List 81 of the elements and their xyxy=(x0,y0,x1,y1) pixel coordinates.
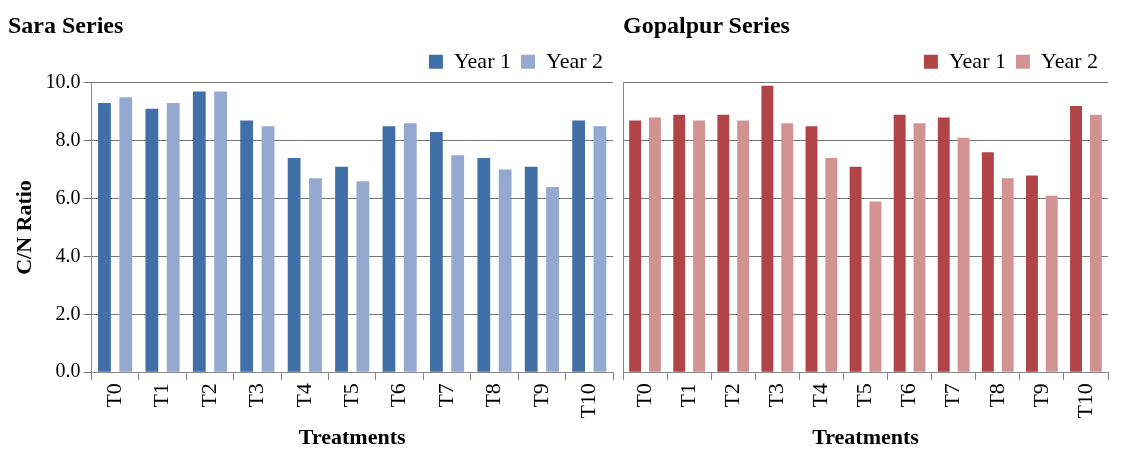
bar xyxy=(546,186,559,372)
bar xyxy=(717,114,730,372)
x-tick-label: T8 xyxy=(983,383,1009,408)
bar xyxy=(572,120,586,372)
x-tick-label: T7 xyxy=(432,383,458,408)
x-tick-label: T8 xyxy=(480,383,506,408)
bar xyxy=(825,158,838,372)
bar xyxy=(356,181,370,372)
bar xyxy=(451,155,465,372)
bar xyxy=(629,120,642,372)
y-tick-label: 2.0 xyxy=(55,301,81,324)
x-axis-title: Treatments xyxy=(298,424,406,450)
bar xyxy=(957,137,970,372)
bar xyxy=(761,85,774,372)
bar xyxy=(981,152,994,372)
x-tick-label: T3 xyxy=(243,383,269,408)
bar xyxy=(1070,105,1082,372)
bar xyxy=(893,114,906,372)
bar xyxy=(119,97,133,372)
bar xyxy=(781,123,794,372)
x-tick-label: T10 xyxy=(575,383,601,419)
chart-title: Sara Series xyxy=(8,11,124,38)
bar xyxy=(335,166,348,372)
bar xyxy=(593,126,607,372)
bar xyxy=(693,120,706,372)
bar xyxy=(240,120,254,372)
x-tick-label: T4 xyxy=(807,383,833,408)
bar xyxy=(403,123,417,372)
x-tick-label: T2 xyxy=(195,383,221,408)
x-tick-label: T6 xyxy=(895,383,921,408)
bar xyxy=(524,166,538,372)
legend-label: Year 2 xyxy=(545,47,604,73)
y-tick-label: 8.0 xyxy=(55,127,81,150)
x-tick-label: T7 xyxy=(939,383,965,408)
legend-label: Year 2 xyxy=(1040,47,1099,73)
x-tick-label: T4 xyxy=(290,383,316,408)
bar xyxy=(309,178,322,372)
bar xyxy=(287,158,301,372)
bar xyxy=(1025,175,1038,372)
x-tick-label: T9 xyxy=(1027,383,1053,408)
x-tick-label: T1 xyxy=(148,383,174,408)
chart-title: Gopalpur Series xyxy=(623,11,790,38)
x-axis-title: Treatments xyxy=(812,424,920,450)
bar xyxy=(1001,178,1014,372)
bar xyxy=(913,123,926,372)
x-tick-label: T2 xyxy=(719,383,745,408)
x-tick-label: T5 xyxy=(851,383,877,408)
y-tick-label: 6.0 xyxy=(55,185,81,208)
bar xyxy=(429,131,443,372)
bar xyxy=(673,114,686,372)
bar xyxy=(1045,195,1058,372)
y-tick-label: 0.0 xyxy=(55,359,81,382)
bar xyxy=(214,91,228,372)
bar xyxy=(498,169,512,372)
x-tick-label: T10 xyxy=(1071,383,1097,419)
bar xyxy=(1089,114,1102,372)
bar xyxy=(937,117,950,372)
bar xyxy=(382,126,396,372)
bar xyxy=(869,201,882,372)
bar xyxy=(649,117,661,372)
legend-label: Year 1 xyxy=(453,47,511,73)
legend-label: Year 1 xyxy=(948,47,1006,73)
x-tick-label: T9 xyxy=(527,383,553,408)
bar xyxy=(98,103,111,372)
bar xyxy=(477,158,491,372)
x-tick-label: T3 xyxy=(763,383,789,408)
y-tick-label: 10.0 xyxy=(45,70,81,93)
x-tick-label: T0 xyxy=(630,383,656,408)
bar xyxy=(145,108,159,372)
y-axis-title: C/N Ratio xyxy=(10,180,36,275)
x-tick-label: T1 xyxy=(674,383,700,408)
bar xyxy=(166,103,180,372)
bar xyxy=(192,91,206,372)
bar xyxy=(261,126,275,372)
x-tick-label: T0 xyxy=(100,383,126,408)
y-tick-label: 4.0 xyxy=(55,243,81,266)
x-tick-label: T5 xyxy=(337,383,363,408)
bar xyxy=(805,126,818,372)
bar xyxy=(849,166,862,372)
bar xyxy=(737,120,750,372)
x-tick-label: T6 xyxy=(385,383,411,408)
